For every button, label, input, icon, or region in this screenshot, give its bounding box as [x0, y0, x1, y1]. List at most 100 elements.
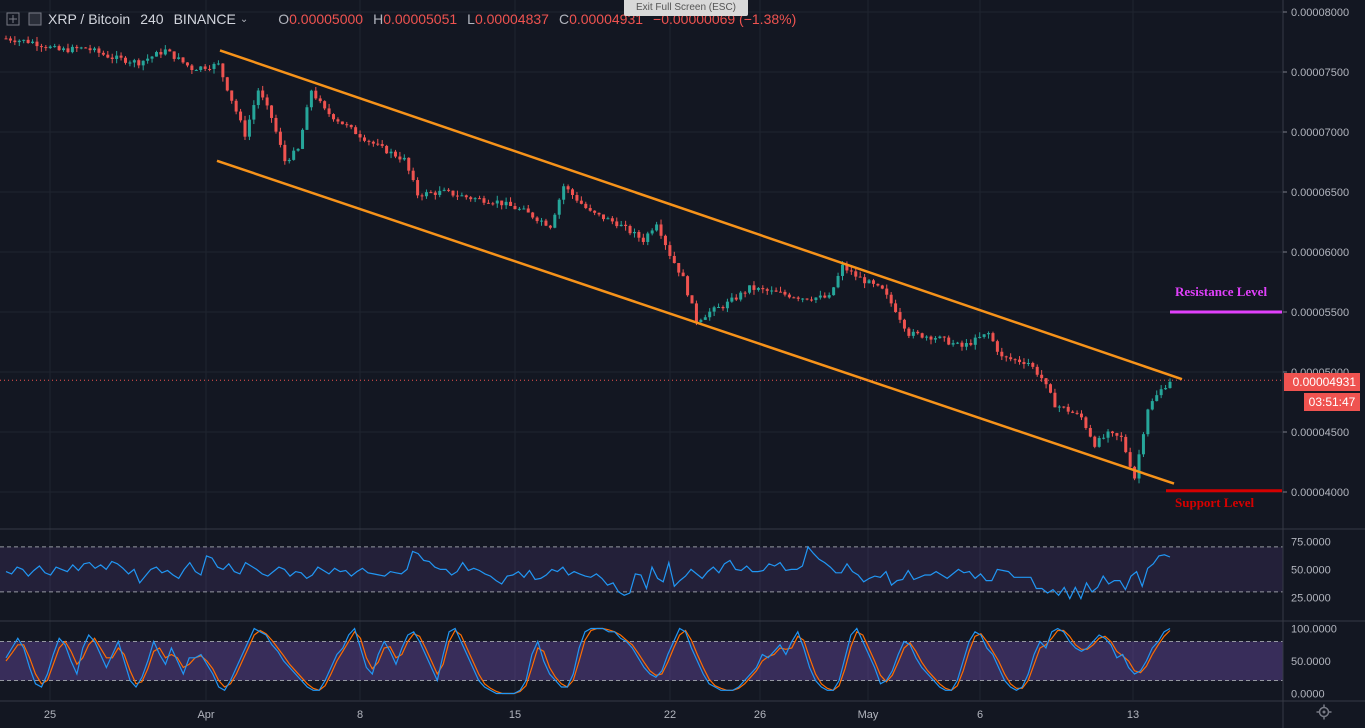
candle-body — [314, 90, 318, 99]
x-tick-label: 25 — [44, 709, 56, 721]
candle-body — [62, 48, 66, 51]
candle-body — [818, 295, 822, 298]
settings-gear-icon[interactable] — [1316, 704, 1332, 720]
candle-body — [48, 46, 52, 49]
candle-body — [566, 186, 570, 190]
candle-body — [1159, 389, 1163, 396]
candle-body — [362, 137, 366, 141]
candle-body — [239, 111, 243, 121]
candle-body — [411, 170, 415, 181]
candle-body — [234, 100, 238, 112]
collapse-icon[interactable] — [6, 12, 20, 26]
candle-body — [35, 41, 39, 47]
candle-body — [230, 90, 234, 101]
x-tick-label: 26 — [754, 709, 766, 721]
interval-label[interactable]: 240 — [140, 11, 164, 27]
channel-upper-line — [219, 49, 1183, 381]
candle-body — [1075, 412, 1079, 414]
y-tick-label: 0.00008000 — [1291, 7, 1349, 19]
candle-body — [513, 205, 517, 210]
candle-body — [407, 157, 411, 171]
candle-body — [212, 63, 216, 69]
candle-body — [1040, 374, 1044, 379]
candle-body — [615, 221, 619, 227]
candle-body — [159, 52, 163, 55]
candle-body — [929, 336, 933, 340]
candle-body — [252, 105, 256, 120]
candle-body — [309, 90, 313, 108]
candle-body — [575, 195, 579, 201]
symbol-name[interactable]: XRP / Bitcoin — [48, 11, 131, 27]
candle-body — [956, 342, 960, 344]
candle-body — [216, 63, 220, 65]
candle-body — [482, 198, 486, 203]
candle-body — [783, 291, 787, 295]
candle-body — [517, 208, 521, 210]
y-tick-label: 0.00005500 — [1291, 307, 1349, 319]
candle-body — [810, 299, 814, 301]
candle-body — [827, 295, 831, 298]
candle-body — [978, 336, 982, 338]
candle-body — [438, 190, 442, 195]
y-tick-label: 0.00007500 — [1291, 67, 1349, 79]
candle-body — [349, 124, 353, 128]
indicator-tick-label: 100.0000 — [1291, 624, 1337, 636]
candle-body — [39, 46, 43, 48]
candle-body — [132, 60, 136, 63]
candle-body — [765, 289, 769, 291]
candle-body — [610, 218, 614, 222]
candle-body — [274, 117, 278, 132]
candle-body — [1062, 406, 1066, 408]
candle-body — [221, 63, 225, 78]
candle-body — [1119, 435, 1123, 437]
candle-body — [1035, 366, 1039, 375]
candle-body — [93, 48, 97, 51]
candle-body — [318, 98, 322, 102]
candle-body — [416, 180, 420, 196]
candle-body — [916, 331, 920, 334]
candle-body — [540, 220, 544, 222]
candle-body — [1031, 362, 1035, 367]
chevron-down-icon[interactable]: ⌄ — [239, 13, 249, 25]
candle-body — [814, 297, 818, 301]
candle-body — [376, 143, 380, 145]
candle-body — [22, 39, 26, 41]
candle-body — [469, 197, 473, 200]
countdown-tag: 03:51:47 — [1304, 393, 1360, 411]
candle-body — [668, 245, 672, 256]
candle-body — [712, 307, 716, 312]
candle-body — [1013, 359, 1017, 361]
x-tick-label: May — [858, 709, 879, 721]
stoch-rsi-pane — [0, 627, 1283, 695]
candle-body — [283, 144, 287, 162]
candle-body — [553, 214, 557, 228]
candle-body — [637, 231, 641, 238]
candle-body — [4, 38, 8, 40]
candle-body — [787, 294, 791, 298]
candle-body — [504, 201, 508, 206]
candle-body — [292, 150, 296, 160]
candle-body — [1128, 452, 1132, 467]
candle-body — [101, 52, 105, 55]
candle-body — [1084, 417, 1088, 428]
candle-body — [464, 195, 468, 198]
candle-body — [150, 56, 154, 59]
exit-fullscreen-button[interactable]: Exit Full Screen (ESC) — [624, 0, 748, 16]
candle-body — [925, 336, 929, 338]
candle-body — [792, 297, 796, 299]
candle-body — [619, 224, 623, 227]
last-price-tag: 0.00004931 — [1284, 373, 1360, 391]
candle-body — [1071, 411, 1075, 413]
candle-body — [1097, 438, 1101, 447]
candle-body — [734, 297, 738, 300]
candle-body — [393, 151, 397, 157]
candle-body — [141, 60, 145, 66]
candle-body — [442, 189, 446, 191]
candle-body — [181, 57, 185, 63]
candle-body — [1000, 351, 1004, 357]
rsi-line — [5, 545, 1171, 601]
exchange-label[interactable]: BINANCE — [173, 11, 236, 27]
candle-body — [535, 217, 539, 222]
high-value: 0.00005051 — [383, 11, 458, 27]
